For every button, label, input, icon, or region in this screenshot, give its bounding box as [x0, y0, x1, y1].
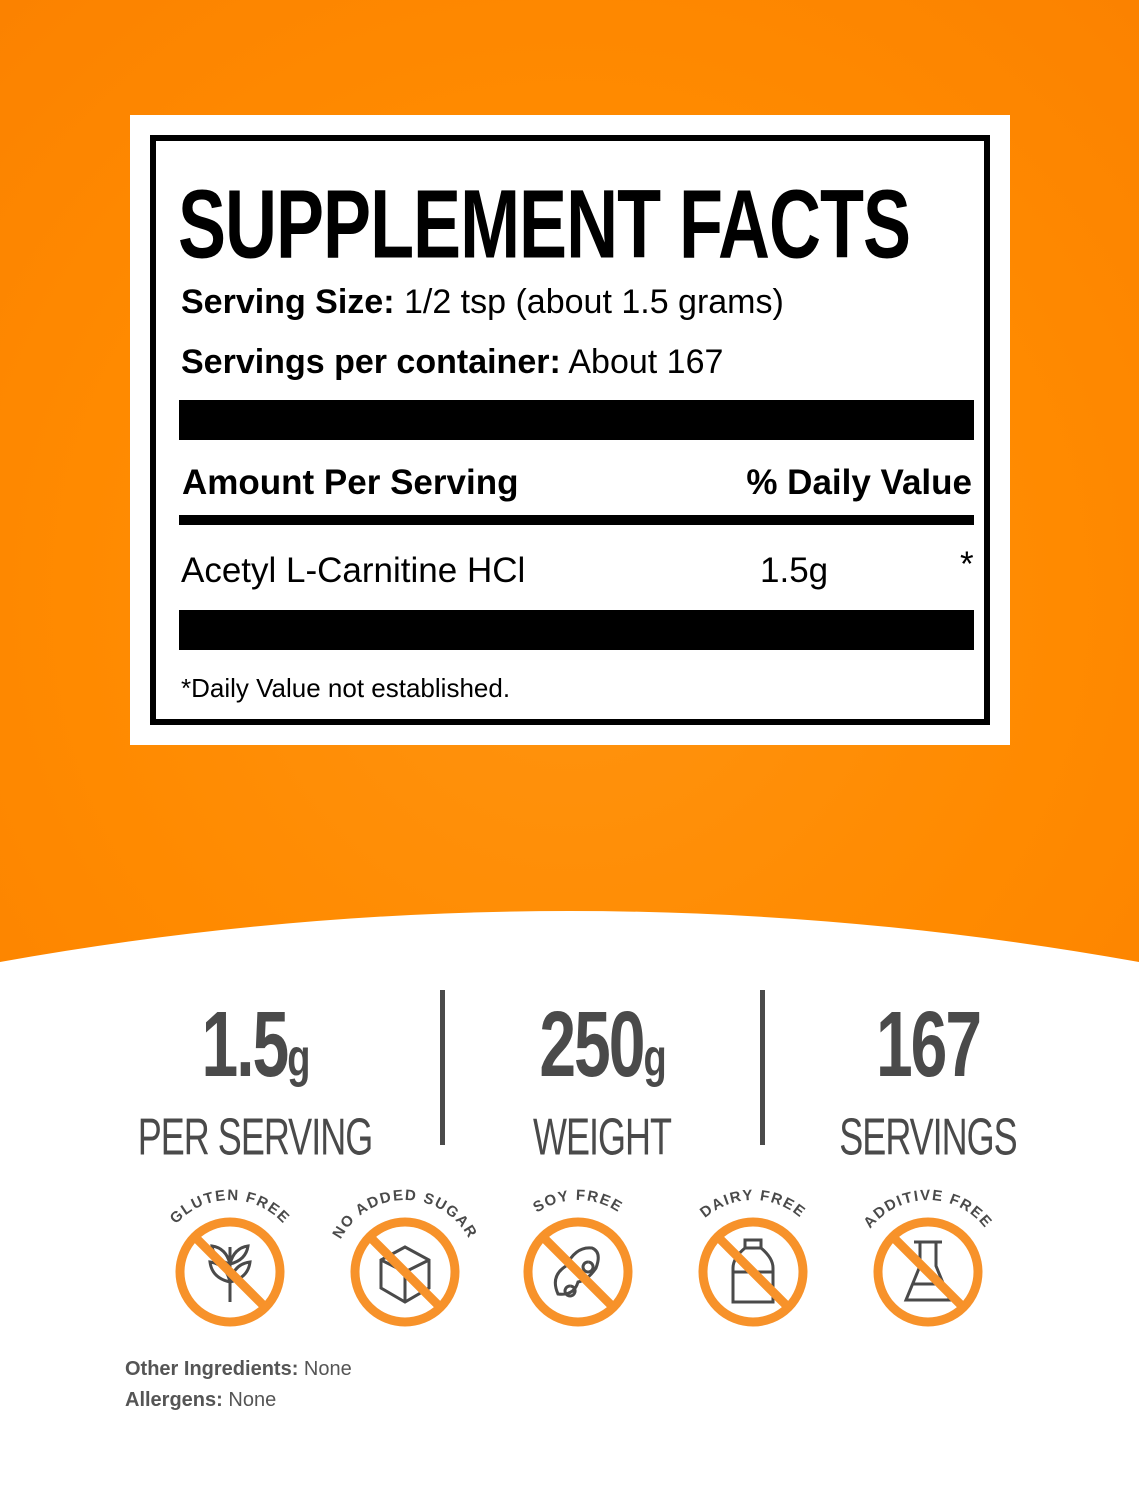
stat-unit: g	[643, 1030, 666, 1089]
prohibition-circle-icon	[523, 1217, 633, 1327]
amount-header: Amount Per Serving	[182, 463, 519, 502]
supplement-facts-panel: SUPPLEMENT FACTS Serving Size: 1/2 tsp (…	[130, 115, 1010, 745]
servings-value: About 167	[568, 343, 724, 381]
supplement-facts-label: SUPPLEMENT FACTS Serving Size: 1/2 tsp (…	[150, 135, 990, 725]
serving-size-value: 1/2 tsp (about 1.5 grams)	[403, 283, 784, 321]
ingredient-amount: 1.5g	[760, 551, 829, 590]
other-ingredients-label: Other Ingredients:	[125, 1358, 299, 1380]
prohibition-slash-icon	[191, 1233, 269, 1311]
allergens-value: None	[228, 1389, 277, 1411]
stat-caption: PER SERVING	[137, 1106, 373, 1166]
thick-divider	[179, 400, 974, 440]
label-title: SUPPLEMENT FACTS	[178, 171, 911, 279]
prohibition-slash-icon	[366, 1233, 444, 1311]
dv-header: % Daily Value	[746, 463, 972, 502]
allergens-label: Allergens:	[125, 1389, 223, 1411]
badge-label: DAIRY FREE	[697, 1187, 809, 1222]
stat-value: 250g	[452, 995, 752, 1108]
prohibition-slash-icon	[539, 1233, 617, 1311]
servings-per-container: Servings per container: About 167	[181, 343, 723, 382]
free-from-badges: GLUTEN FREE NO ADDED SUGAR SOY FREE DAIRY F…	[167, 1187, 994, 1327]
stat-caption: WEIGHT	[533, 1106, 672, 1166]
stat-number: 167	[875, 992, 982, 1096]
footnote: *Daily Value not established.	[181, 673, 511, 703]
stat-value: 167	[778, 995, 1078, 1108]
stat-unit: g	[287, 1030, 310, 1089]
ingredient-dv: *	[960, 545, 974, 584]
badge-additive-free: ADDITIVE FREE	[860, 1187, 994, 1327]
stat-number: 250	[539, 992, 645, 1096]
serving-size: Serving Size: 1/2 tsp (about 1.5 grams)	[181, 283, 784, 322]
stat-per-serving: 1.5g PER SERVING	[105, 995, 405, 1165]
stat-weight: 250g WEIGHT	[452, 995, 752, 1165]
badge-label: SOY FREE	[530, 1187, 626, 1216]
prohibition-circle-icon	[175, 1217, 285, 1327]
prohibition-circle-icon	[873, 1217, 983, 1327]
ingredient-name: Acetyl L-Carnitine HCl	[181, 551, 526, 590]
badge-no-added-sugar: NO ADDED SUGAR	[329, 1187, 480, 1327]
stat-divider	[440, 990, 445, 1145]
stat-value: 1.5g	[105, 995, 405, 1108]
stat-servings: 167 SERVINGS	[778, 995, 1078, 1165]
other-ingredients-value: None	[303, 1358, 352, 1380]
badge-gluten-free: GLUTEN FREE	[167, 1187, 292, 1327]
stat-divider	[760, 990, 765, 1145]
stat-number: 1.5	[201, 992, 290, 1096]
servings-label: Servings per container:	[181, 343, 561, 381]
prohibition-circle-icon	[698, 1217, 808, 1327]
allergens: Allergens: None	[125, 1389, 276, 1412]
badge-dairy-free: DAIRY FREE	[697, 1187, 809, 1327]
prohibition-circle-icon	[350, 1217, 460, 1327]
badge-label: NO ADDED SUGAR	[329, 1187, 480, 1242]
stat-caption: SERVINGS	[839, 1106, 1017, 1166]
serving-size-label: Serving Size:	[181, 283, 395, 321]
thick-divider	[179, 610, 974, 650]
prohibition-slash-icon	[889, 1233, 967, 1311]
prohibition-slash-icon	[714, 1233, 792, 1311]
other-ingredients: Other Ingredients: None	[125, 1358, 352, 1381]
divider	[179, 515, 974, 525]
badge-soy-free: SOY FREE	[523, 1187, 633, 1327]
white-curve	[0, 911, 1139, 1010]
soybean-icon	[553, 1246, 600, 1298]
